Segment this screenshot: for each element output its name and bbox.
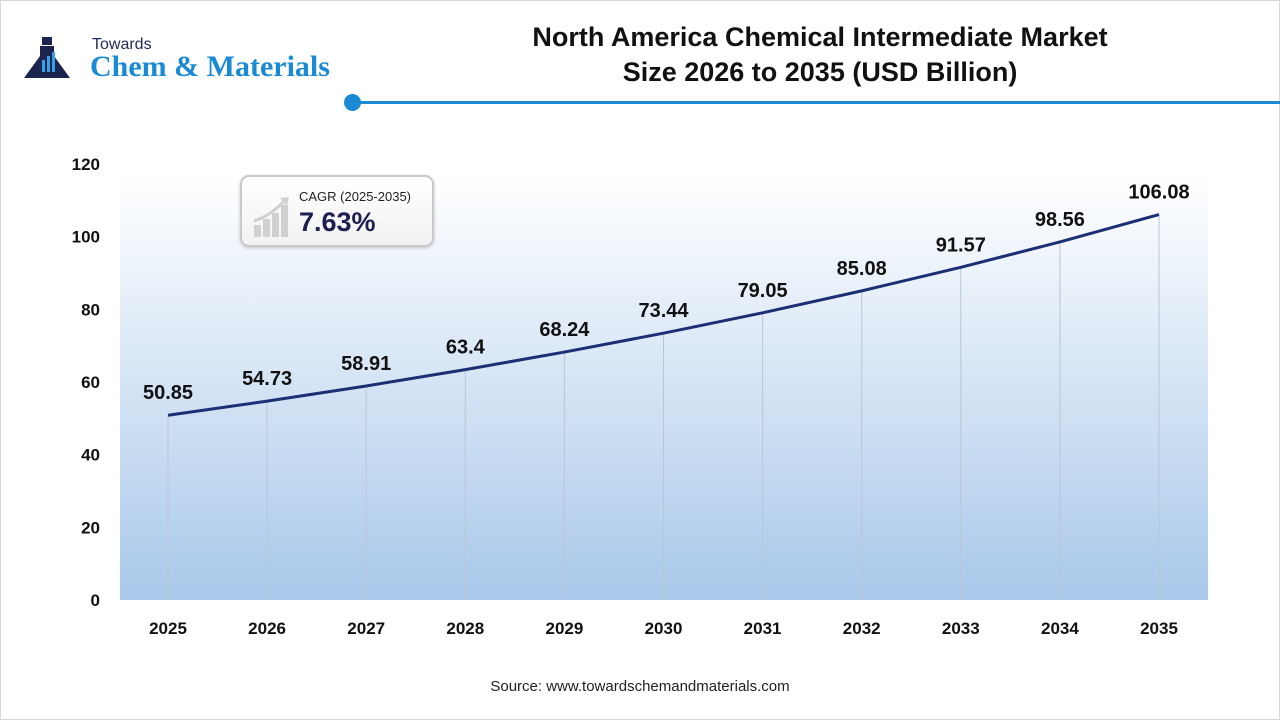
y-tick-label: 40 bbox=[81, 446, 100, 465]
data-label: 98.56 bbox=[1035, 209, 1085, 231]
y-tick-label: 0 bbox=[91, 591, 100, 610]
data-label: 68.24 bbox=[539, 319, 590, 341]
y-tick-label: 60 bbox=[81, 373, 100, 392]
cagr-value: 7.63% bbox=[299, 207, 376, 237]
x-tick-label: 2028 bbox=[446, 619, 484, 638]
source-note: Source: www.towardschemandmaterials.com bbox=[490, 678, 790, 695]
data-label: 50.85 bbox=[143, 382, 193, 404]
data-label: 79.05 bbox=[738, 280, 788, 302]
title-rule bbox=[352, 101, 1280, 104]
x-tick-label: 2030 bbox=[645, 619, 683, 638]
cagr-label: CAGR (2025-2035) bbox=[299, 189, 411, 204]
y-tick-label: 100 bbox=[72, 228, 100, 247]
y-tick-label: 80 bbox=[81, 300, 100, 319]
flask-icon bbox=[24, 37, 70, 78]
x-tick-label: 2033 bbox=[942, 619, 980, 638]
x-tick-label: 2032 bbox=[843, 619, 881, 638]
title-line-2: Size 2026 to 2035 (USD Billion) bbox=[622, 57, 1018, 87]
x-tick-label: 2027 bbox=[347, 619, 385, 638]
logo: Towards Chem & Materials bbox=[22, 34, 342, 84]
x-tick-label: 2025 bbox=[149, 619, 187, 638]
x-tick-label: 2029 bbox=[545, 619, 583, 638]
x-tick-label: 2035 bbox=[1140, 619, 1178, 638]
data-label: 63.4 bbox=[446, 337, 486, 359]
growth-chart-icon bbox=[253, 197, 289, 237]
x-tick-label: 2026 bbox=[248, 619, 286, 638]
series-line bbox=[167, 213, 1160, 417]
logo-towards: Towards bbox=[92, 36, 152, 53]
logo-main: Chem & Materials bbox=[90, 50, 330, 83]
chart-title: North America Chemical Intermediate Mark… bbox=[440, 20, 1200, 90]
data-label: 54.73 bbox=[242, 368, 292, 390]
title-dot bbox=[344, 94, 361, 111]
title-line-1: North America Chemical Intermediate Mark… bbox=[532, 22, 1108, 52]
x-tick-label: 2031 bbox=[744, 619, 782, 638]
data-label: 85.08 bbox=[837, 258, 887, 280]
x-tick-label: 2034 bbox=[1041, 619, 1079, 638]
cagr-box: CAGR (2025-2035) 7.63% bbox=[240, 175, 434, 247]
y-tick-label: 20 bbox=[81, 518, 100, 537]
data-label: 73.44 bbox=[638, 300, 689, 322]
data-label: 58.91 bbox=[341, 353, 391, 375]
data-label: 91.57 bbox=[936, 234, 986, 256]
data-label: 106.08 bbox=[1128, 182, 1189, 204]
y-tick-label: 120 bbox=[72, 155, 100, 174]
